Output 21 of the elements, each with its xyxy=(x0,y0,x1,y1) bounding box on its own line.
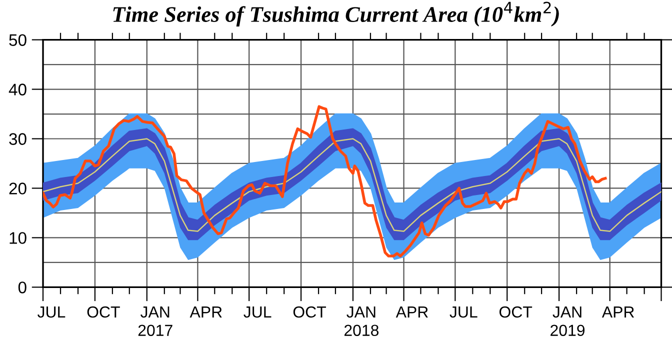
x-tick-label: APR xyxy=(396,306,428,318)
x-tick-label: JUL xyxy=(450,306,478,318)
x-tick-label: APR xyxy=(190,306,222,318)
chart-title: Time Series of Tsushima Current Area (10$^{4}$km$^{2}$) xyxy=(113,2,559,27)
x-tick-label: JAN 2019 xyxy=(550,306,585,336)
y-tick-label: 0 xyxy=(18,282,26,294)
y-tick-label: 10 xyxy=(10,232,26,244)
x-tick-label: JAN 2018 xyxy=(344,306,379,336)
x-tick-label: OCT xyxy=(499,306,532,318)
x-tick-label: OCT xyxy=(87,306,120,318)
line-series xyxy=(43,138,662,232)
x-tick-label: JUL xyxy=(38,306,66,318)
y-tick-label: 20 xyxy=(9,182,26,194)
x-tick-label: JAN 2017 xyxy=(138,306,172,336)
y-tick-label: 30 xyxy=(9,133,26,145)
y-tick-label: 50 xyxy=(9,34,26,46)
x-tick-label: OCT xyxy=(293,306,326,318)
x-tick-label: JUL xyxy=(244,306,272,318)
x-tick-label: APR xyxy=(602,306,634,318)
line-series xyxy=(43,105,607,258)
y-tick-label: 40 xyxy=(8,84,26,96)
